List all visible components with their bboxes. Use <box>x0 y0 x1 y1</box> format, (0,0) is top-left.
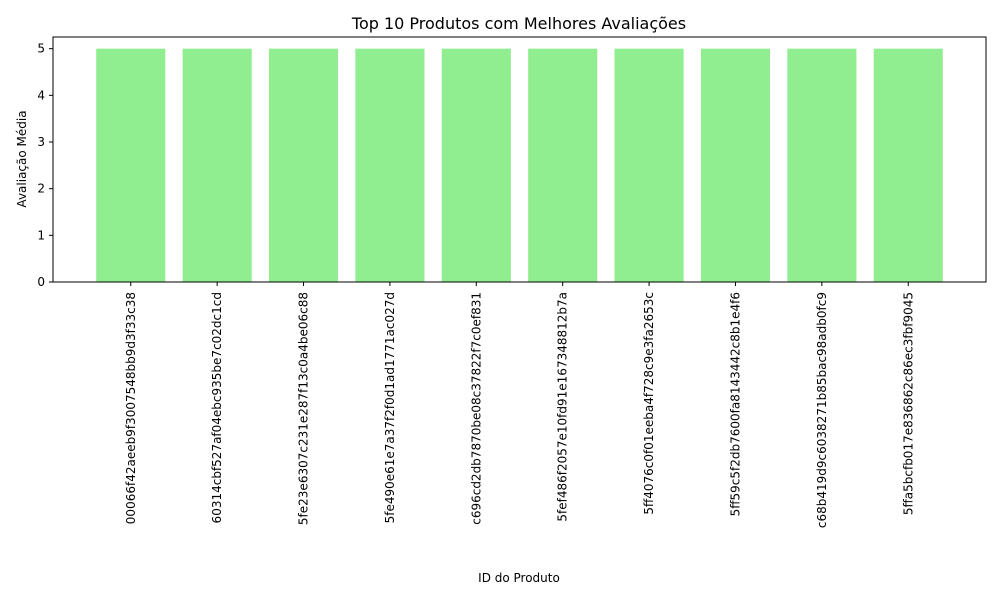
x-tick-label: 00066f42aeeb9f3007548bb9d3f33c38 <box>124 292 138 524</box>
bar-4 <box>355 48 425 282</box>
bar-2 <box>182 48 252 282</box>
x-tick-label: 5ff4076c0f01eeba4f728c9e3fa2653c <box>642 292 656 515</box>
bar-7 <box>614 48 684 282</box>
chart-title: Top 10 Produtos com Melhores Avaliações <box>351 14 686 33</box>
x-tick-label: 5ff59c5f2db7600fa8143442c8b1e4f6 <box>728 292 742 516</box>
y-axis-label: Avaliação Média <box>15 110 29 207</box>
bar-5 <box>441 48 511 282</box>
y-axis-ticks: 0 1 2 3 4 5 <box>37 42 53 289</box>
plot-frame <box>52 36 987 283</box>
x-tick-label: c696cd2db7870be08c37822f7c0ef831 <box>469 292 483 525</box>
y-tick-label: 1 <box>37 228 45 242</box>
bar-3 <box>268 48 339 282</box>
x-tick-label: 5fe490e61e7a37f2f0d1ad1771ac027d <box>383 292 397 523</box>
bar-1 <box>96 48 166 282</box>
x-axis-ticks: 00066f42aeeb9f3007548bb9d3f33c38 60314cbf… <box>124 282 915 528</box>
y-tick-label: 5 <box>37 42 45 56</box>
x-tick-label: 60314cbf527af04ebc935be7c02dc1cd <box>210 292 224 523</box>
y-tick-label: 3 <box>37 135 45 149</box>
bar-8 <box>700 48 771 282</box>
bar-6 <box>528 48 598 282</box>
y-tick-label: 2 <box>37 182 45 196</box>
x-tick-label: 5fef486f2057e10fd91e167348812b7a <box>556 292 570 522</box>
y-tick-label: 0 <box>37 275 45 289</box>
bar-9 <box>787 48 857 282</box>
bar-10 <box>873 48 943 282</box>
x-tick-label: 5ffa5bcfb017e836862c86ec3fbf9045 <box>901 292 915 515</box>
x-axis-label: ID do Produto <box>478 571 560 585</box>
bars-group <box>96 48 943 282</box>
x-tick-label: c68b419d9c6038271b85bac98adb0fc9 <box>815 292 829 528</box>
y-tick-label: 4 <box>37 88 45 102</box>
x-tick-label: 5fe23e6307c231e287f13c0a4be06c88 <box>297 292 311 525</box>
